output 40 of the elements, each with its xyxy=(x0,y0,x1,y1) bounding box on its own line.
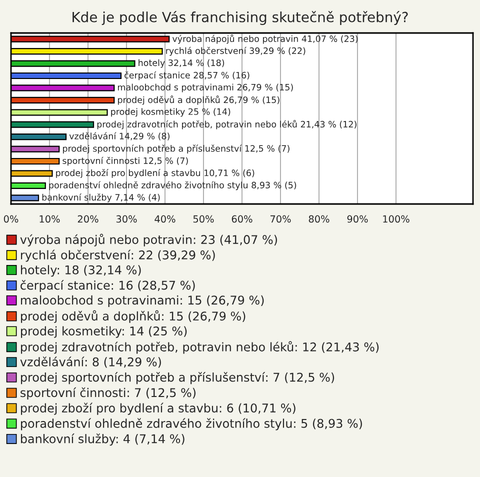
data-label: prodej zboží pro bydlení a stavbu 10,71 % (6) xyxy=(56,169,254,178)
x-tick-label: 20% xyxy=(78,215,98,223)
data-label: výroba nápojů nebo potravin 41,07 % (23) xyxy=(172,34,358,44)
x-tick-label: 60% xyxy=(232,215,252,223)
legend-label: výroba nápojů nebo potravin: 23 (41,07 %) xyxy=(20,234,277,246)
x-tick-label: 40% xyxy=(154,215,176,223)
legend-label: prodej zdravotních potřeb, potravin nebo léků: 12 (21,43 %) xyxy=(21,341,379,354)
x-tick-label: 0% xyxy=(4,215,18,223)
x-tick-label: 50% xyxy=(193,215,214,223)
legend-label: rychlá občerstvení: 22 (39,29 %) xyxy=(21,250,215,262)
x-tick-label: 90% xyxy=(347,215,368,223)
legend-label: hotely: 18 (32,14 %) xyxy=(21,265,141,277)
data-label: čerpací stanice 28,57 % (16) xyxy=(124,71,250,80)
legend-label: čerpací stanice: 16 (28,57 %) xyxy=(20,280,195,292)
data-label: prodej sportovních potřeb a příslušenství 12,5 % (7) xyxy=(63,144,290,154)
legend-label: vzdělávání: 8 (14,29 %) xyxy=(20,356,161,368)
x-tick-label: 10% xyxy=(40,215,60,223)
data-label: hotely 32,14 % (18) xyxy=(138,59,224,68)
data-label: maloobchod s potravinami 26,79 % (15) xyxy=(118,84,293,92)
data-label: prodej kosmetiky 25 % (14) xyxy=(111,108,230,117)
legend-label: sportovní činnosti: 7 (12,5 %) xyxy=(20,387,196,400)
legend-label: prodej kosmetiky: 14 (25 %) xyxy=(21,326,187,338)
legend-label: prodej zboží pro bydlení a stavbu: 6 (10,71 %) xyxy=(21,402,296,415)
x-tick-label: 80% xyxy=(308,215,330,223)
chart-title: Kde je podle Vás franchising skutečně potřebný? xyxy=(72,11,408,25)
legend-label: maloobchod s potravinami: 15 (26,79 %) xyxy=(21,295,264,307)
x-tick-label: 30% xyxy=(116,215,137,223)
data-label: prodej oděvů a doplňků 26,79 % (15) xyxy=(118,96,280,105)
data-label: rychlá občerstvení 39,29 % (22) xyxy=(166,46,306,56)
x-tick-label: 70% xyxy=(270,215,291,223)
data-label: poradenství ohledně zdravého životního stylu 8,93 % (5) xyxy=(49,181,296,190)
legend-label: poradenství ohledně zdravého životního stylu: 5 (8,93 %) xyxy=(21,418,362,430)
legend-label: prodej oděvů a doplňků: 15 (26,79 %) xyxy=(21,310,246,323)
data-label: vzdělávání 14,29 % (8) xyxy=(69,132,170,140)
data-label: prodej zdravotních potřeb, potravin nebo léků 21,43 % (12) xyxy=(97,120,356,130)
legend-label: prodej sportovních potřeb a příslušenství: 7 (12,5 %) xyxy=(21,372,334,384)
legend-label: bankovní služby: 4 (7,14 %) xyxy=(21,434,184,446)
data-label: bankovní služby 7,14 % (4) xyxy=(42,193,160,202)
x-tick-label: 100% xyxy=(383,215,410,223)
data-label: sportovní činnosti 12,5 % (7) xyxy=(62,156,188,166)
